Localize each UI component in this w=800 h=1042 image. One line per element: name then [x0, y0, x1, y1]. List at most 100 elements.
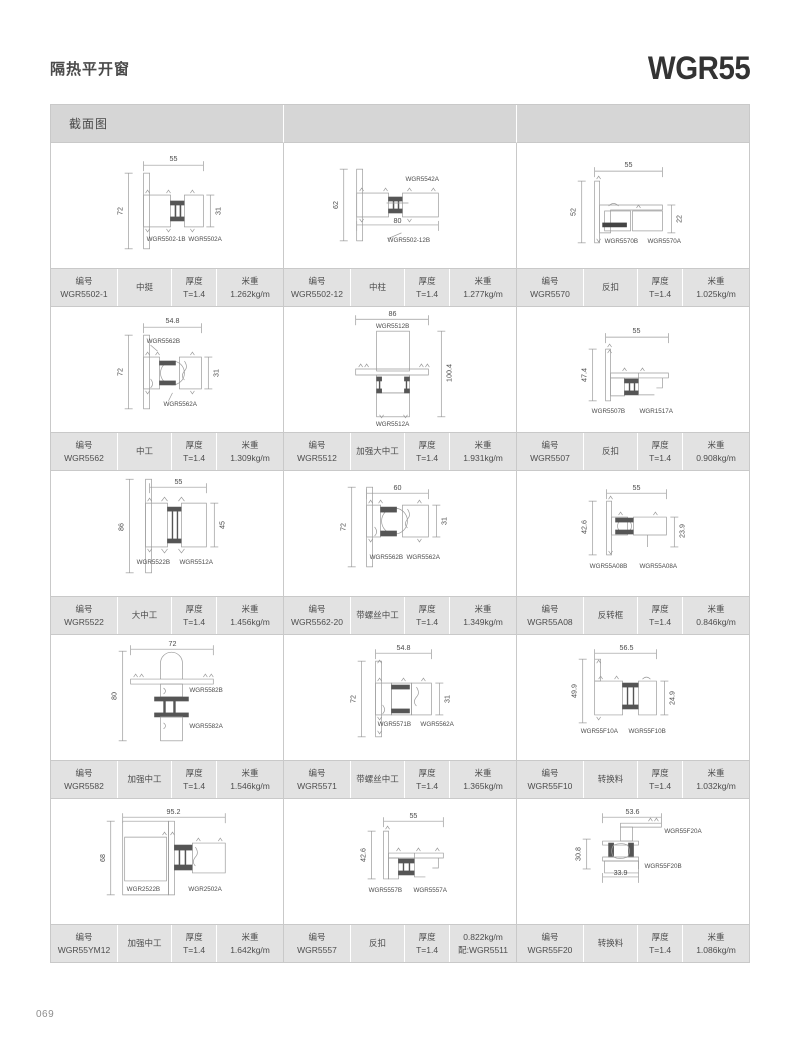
spec-row: 编号 WGR5562 中工 厚度 T=1.4 米重 1.309kg/m [51, 432, 283, 471]
spec-thickness-label: 厚度 [185, 275, 203, 286]
spec-code: 编号 WGR5582 [51, 761, 118, 798]
spec-weight: 米重 1.456kg/m [217, 597, 283, 634]
part-label: WGR55F10A [581, 728, 619, 735]
cross-section-figure: 53.6 30.8 33.9 WGR55F20A WGR55F20B [517, 799, 749, 924]
spec-code-label: 编号 [541, 931, 559, 942]
spec-type-value: 中挺 [136, 282, 154, 293]
part-label: WGR5582B [189, 687, 222, 694]
spec-thickness-label: 厚度 [418, 275, 436, 286]
profile-cell[interactable]: 60 72 31 WGR5562B WGR5562A 编号 WGR5562-20… [284, 471, 517, 635]
spec-type: 反扣 [584, 433, 639, 470]
spec-code-label: 编号 [541, 275, 559, 286]
page-title: 隔热平开窗 [50, 60, 131, 78]
spec-thickness-value: T=1.4 [416, 616, 439, 627]
profile-cell[interactable]: 55 86 45 WGR5522B WGR5512A 编号 WGR5522 大中… [51, 471, 284, 635]
profile-cell[interactable]: 62 80 WGR5542A WGR5502-12B 编号 WGR5502-12… [284, 143, 517, 307]
spec-thickness: 厚度 T=1.4 [405, 269, 451, 306]
spec-thickness-value: T=1.4 [649, 780, 672, 791]
cross-section-figure: 72 80 WGR5582B WGR5582A [51, 635, 283, 760]
spec-weight: 米重 1.931kg/m [450, 433, 516, 470]
spec-type-value: 加强大中工 [356, 446, 399, 457]
spec-row: 编号 WGR5507 反扣 厚度 T=1.4 米重 0.908kg/m [517, 432, 749, 471]
spec-thickness-value: T=1.4 [649, 616, 672, 627]
dim-right: 45 [218, 521, 226, 529]
dim-right: 100.4 [445, 364, 453, 382]
spec-weight: 米重 1.365kg/m [450, 761, 516, 798]
part-label: WGR5562B [370, 554, 403, 561]
spec-code-value: WGR5502-1 [60, 288, 108, 299]
profile-cell[interactable]: 55 72 31 WGR5502-1B WGR5502A 编号 WGR5502-… [51, 143, 284, 307]
spec-code-label: 编号 [308, 767, 326, 778]
spec-code: 编号 WGR55YM12 [51, 925, 118, 962]
spec-row: 编号 WGR5512 加强大中工 厚度 T=1.4 米重 1.931kg/m [284, 432, 516, 471]
cross-section-figure: 55 52 22 WGR5570B WGR5570A [517, 143, 749, 268]
spec-code: 编号 WGR5512 [284, 433, 351, 470]
profile-cell[interactable]: 55 42.6 WGR5557B WGR5557A 编号 WGR5557 反扣 [284, 799, 517, 963]
spec-type: 中工 [118, 433, 173, 470]
profile-cell[interactable]: 55 47.4 WGR5507B WGR1517A 编号 WGR5507 反扣 [517, 307, 750, 471]
dim-right: 31 [440, 517, 448, 525]
spec-thickness: 厚度 T=1.4 [172, 269, 218, 306]
part-label: WGR5512B [376, 323, 409, 330]
spec-weight-label: 米重 [241, 275, 259, 286]
spec-weight-label: 米重 [241, 439, 259, 450]
profile-cell[interactable]: 55 42.6 23.9 WGR55A08B WGR55A08A 编号 WGR5… [517, 471, 750, 635]
spec-thickness-value: T=1.4 [649, 288, 672, 299]
dim-top: 55 [409, 812, 417, 820]
spec-code: 编号 WGR5507 [517, 433, 584, 470]
spec-type-value: 加强中工 [127, 938, 162, 949]
spec-weight: 米重 1.546kg/m [217, 761, 283, 798]
spec-code-value: WGR5522 [64, 616, 104, 627]
spec-thickness: 厚度 T=1.4 [638, 269, 684, 306]
spec-thickness-value: T=1.4 [416, 944, 439, 955]
part-label: WGR2522B [127, 886, 160, 893]
profile-cell[interactable]: 54.8 72 31 WGR5571B WGR5562A 编号 WGR5571 … [284, 635, 517, 799]
spec-weight-label: 米重 [707, 603, 725, 614]
spec-weight-label: 米重 [241, 767, 259, 778]
spec-thickness-label: 厚度 [651, 439, 669, 450]
spec-thickness-label: 厚度 [185, 603, 203, 614]
spec-weight-label: 米重 [474, 275, 492, 286]
part-label: WGR5571B [378, 721, 411, 728]
part-label: WGR5502-1B [147, 236, 186, 243]
spec-code-label: 编号 [541, 439, 559, 450]
dim-left: 68 [99, 854, 107, 862]
spec-thickness: 厚度 T=1.4 [172, 925, 218, 962]
spec-type-value: 反扣 [369, 938, 387, 949]
spec-type-value: 反转框 [597, 610, 624, 621]
spec-row: 编号 WGR55A08 反转框 厚度 T=1.4 米重 0.846kg/m [517, 596, 749, 635]
profile-cell[interactable]: 95.2 68 WGR2522B WGR2502A 编号 WGR55YM12 加… [51, 799, 284, 963]
spec-thickness-value: T=1.4 [649, 944, 672, 955]
spec-thickness-label: 厚度 [651, 931, 669, 942]
spec-code-label: 编号 [75, 931, 93, 942]
dim-right: 22 [675, 215, 683, 223]
spec-code-value: WGR5570 [530, 288, 570, 299]
spec-type: 反扣 [584, 269, 639, 306]
dim-top: 72 [168, 640, 176, 648]
dim-bottom: 33.9 [614, 869, 628, 877]
profile-cell[interactable]: 72 80 WGR5582B WGR5582A 编号 WGR5582 加强中工 [51, 635, 284, 799]
cross-section-figure: 54.8 72 31 WGR5562B WGR5562A [51, 307, 283, 432]
profile-cell[interactable]: 53.6 30.8 33.9 WGR55F20A WGR55F20B 编号 WG… [517, 799, 750, 963]
profile-cell[interactable]: 55 52 22 WGR5570B WGR5570A 编号 WGR5570 反扣 [517, 143, 750, 307]
spec-type: 带螺丝中工 [351, 597, 406, 634]
dim-left: 52 [570, 208, 578, 216]
spec-type: 带螺丝中工 [351, 761, 406, 798]
spec-row: 编号 WGR55YM12 加强中工 厚度 T=1.4 米重 1.642kg/m [51, 924, 283, 963]
profile-cell[interactable]: 56.5 49.9 24.9 WGR55F10A WGR55F10B 编号 WG… [517, 635, 750, 799]
spec-code-value: WGR5562 [64, 452, 104, 463]
spec-weight: 米重 1.025kg/m [683, 269, 749, 306]
dim-top: 60 [394, 484, 402, 492]
spec-code: 编号 WGR5570 [517, 269, 584, 306]
part-label: WGR55F20A [664, 828, 702, 835]
dim-right: 31 [212, 369, 220, 377]
profile-cell[interactable]: 54.8 72 31 WGR5562B WGR5562A 编号 WGR5562 … [51, 307, 284, 471]
profile-cell[interactable]: 86 100.4 WGR5512B WGR5512A 编号 WGR5512 加强… [284, 307, 517, 471]
spec-code-label: 编号 [308, 931, 326, 942]
spec-type-value: 加强中工 [127, 774, 162, 785]
spec-thickness-label: 厚度 [418, 931, 436, 942]
spec-code-label: 编号 [308, 603, 326, 614]
spec-type: 加强大中工 [351, 433, 406, 470]
spec-code-value: WGR5557 [297, 944, 337, 955]
spec-thickness-value: T=1.4 [649, 452, 672, 463]
